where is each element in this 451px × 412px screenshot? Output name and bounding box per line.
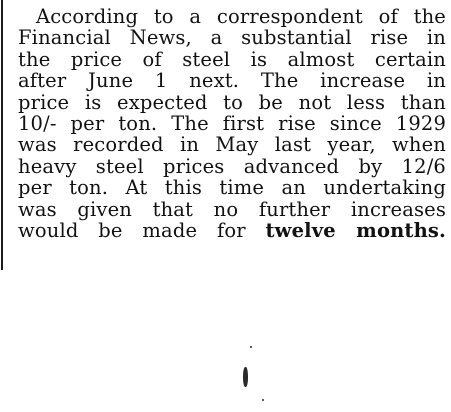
article-last-line: would be made for twelve months. [18,220,446,241]
article-line: was recorded in May last year, when [18,133,446,157]
article-line: According to a correspondent of the [36,5,446,28]
article-line: after June 1 next. The increase in [18,69,446,93]
news-article: According to a correspondent of the Fina… [18,5,446,242]
article-line: Financial News, a substantial rise in [18,26,446,50]
article-line: the price of steel is almost certain [18,47,446,71]
ink-speck [262,399,264,401]
column-rule [1,0,3,270]
article-line: price is expected to be not less than [18,90,446,114]
ink-speck [250,346,252,348]
article-line: was given that no further increases [18,197,446,221]
article-line: heavy steel prices advanced by 12/6 [18,154,446,178]
article-line: per ton. At this time an undertaking [18,176,446,200]
ink-speck [243,367,248,387]
article-line: 10/- per ton. The first rise since 1929 [18,112,446,136]
article-last-line-text: would be made for [18,219,266,243]
article-emphasis-text: twelve months. [265,219,446,243]
